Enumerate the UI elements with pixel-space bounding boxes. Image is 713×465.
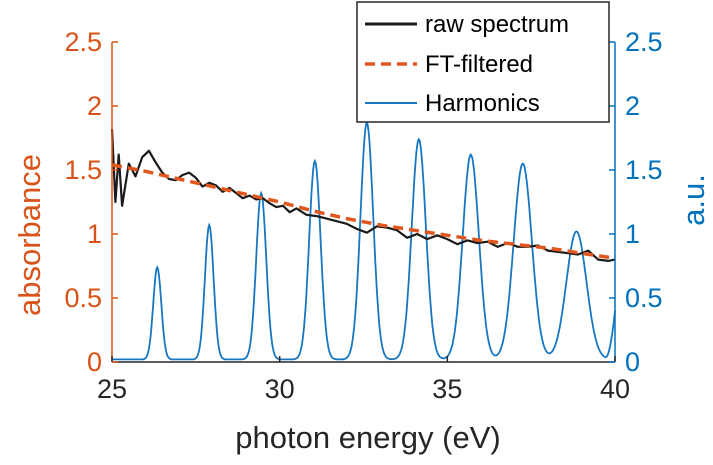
left-y-tick-label: 2	[87, 91, 102, 121]
x-axis-label: photon energy (eV)	[235, 420, 500, 455]
right-y-tick-label: 0.5	[625, 283, 663, 313]
left-y-tick-label: 0	[87, 347, 102, 377]
left-y-axis-label: absorbance	[12, 154, 47, 316]
right-y-axis-label: a.u.	[676, 174, 711, 226]
legend-label-filtered: FT-filtered	[425, 51, 533, 78]
right-y-tick-label: 1.5	[625, 155, 663, 185]
legend: raw spectrum FT-filtered Harmonics	[356, 1, 610, 123]
right-y-tick-label: 0	[625, 347, 640, 377]
x-tick-label: 35	[432, 374, 462, 404]
left-y-tick-label: 1.5	[64, 155, 102, 185]
series-raw-spectrum-line	[110, 128, 616, 262]
right-y-tick-label: 2	[625, 91, 640, 121]
legend-label-harmonics: Harmonics	[425, 90, 540, 117]
series-ft-filtered-line	[111, 163, 616, 261]
left-y-tick-label: 0.5	[64, 283, 102, 313]
left-y-tick-label: 1	[87, 219, 102, 249]
series-harmonics-line	[112, 120, 616, 361]
plot-lines	[110, 120, 616, 361]
x-tick-label: 40	[600, 374, 630, 404]
left-y-tick-label: 2.5	[64, 27, 102, 57]
right-y-tick-label: 1	[625, 219, 640, 249]
legend-label-raw: raw spectrum	[425, 11, 569, 38]
x-tick-label: 30	[265, 374, 295, 404]
right-y-tick-label: 2.5	[625, 27, 663, 57]
x-tick-label: 25	[97, 374, 127, 404]
